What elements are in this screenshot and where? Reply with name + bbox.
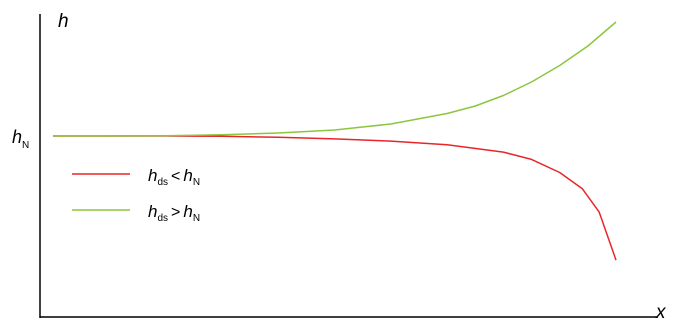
- legend-label-series-2: hds > hN: [148, 202, 200, 224]
- legend: hds < hN hds > hN: [72, 166, 200, 224]
- series-line-2: [53, 21, 617, 137]
- legend-label-series-1: hds < hN: [148, 166, 200, 188]
- y-tick-label: hN: [12, 127, 29, 151]
- series-line-1: [53, 135, 617, 261]
- x-axis-label: x: [655, 302, 667, 320]
- y-axis-label: h: [58, 11, 69, 32]
- series-layer: [53, 21, 617, 261]
